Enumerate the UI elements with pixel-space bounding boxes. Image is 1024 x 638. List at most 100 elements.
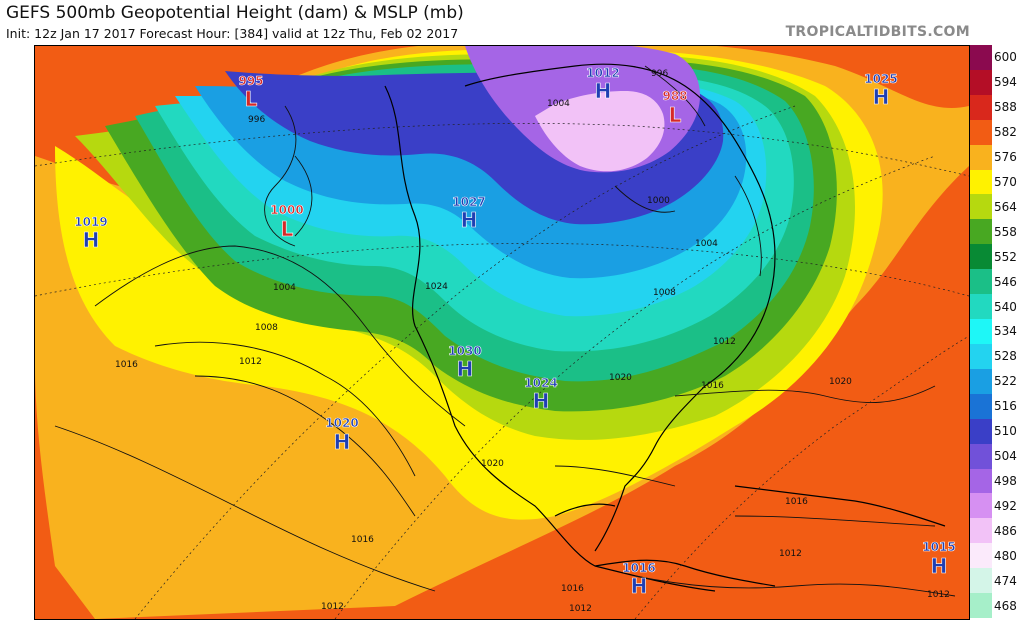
- isobar-label: 1016: [561, 584, 584, 594]
- low-center: 1000 L: [270, 203, 304, 242]
- high-letter: H: [931, 554, 948, 578]
- colorbar-swatch: [970, 343, 992, 369]
- isobar-label: 1024: [425, 282, 448, 292]
- isobar-label: 1012: [239, 357, 262, 367]
- colorbar-swatch: [970, 269, 992, 295]
- colorbar-label: 600: [994, 50, 1017, 65]
- isobar-label: 1000: [647, 196, 670, 206]
- colorbar-swatch: [970, 443, 992, 469]
- isobar-label: 1016: [351, 535, 374, 545]
- high-letter: H: [631, 574, 648, 598]
- colorbar-label: 588: [994, 100, 1017, 115]
- low-center: 988 L: [662, 89, 688, 128]
- colorbar-entry: 570: [970, 169, 1020, 195]
- isobar-label: 996: [248, 115, 265, 125]
- isobar-label: 1004: [273, 283, 296, 293]
- isobar-label: 1004: [695, 239, 718, 249]
- high-value: 1024: [524, 376, 557, 390]
- high-letter: H: [533, 389, 550, 413]
- colorbar-label: 534: [994, 324, 1017, 339]
- low-center: 995 L: [238, 74, 264, 112]
- map-svg: 995 L 988 L 1000 L 1012 H 1027 H 1025 H …: [35, 46, 969, 619]
- high-center: 1019 H: [74, 215, 108, 253]
- high-value: 1027: [452, 195, 485, 209]
- colorbar-label: 570: [994, 175, 1017, 190]
- high-center: 1024 H: [524, 376, 558, 414]
- colorbar-swatch: [970, 593, 992, 618]
- colorbar-label: 540: [994, 299, 1017, 314]
- colorbar-entry: 594: [970, 69, 1020, 95]
- high-letter: H: [334, 430, 351, 454]
- colorbar-entry: 510: [970, 418, 1020, 444]
- high-center: 1027 H: [452, 195, 486, 233]
- high-letter: H: [595, 79, 612, 103]
- colorbar-entry: 468: [970, 593, 1020, 618]
- low-letter: L: [669, 103, 682, 127]
- high-center: 1015 H: [922, 540, 956, 579]
- brand-watermark[interactable]: TROPICALTIDBITS.COM: [785, 24, 970, 40]
- colorbar-entry: 600: [970, 45, 1020, 70]
- high-center: 1020 H: [325, 416, 359, 455]
- colorbar-entry: 582: [970, 119, 1020, 145]
- chart-title: GEFS 500mb Geopotential Height (dam) & M…: [6, 3, 464, 23]
- colorbar-label: 594: [994, 75, 1017, 90]
- colorbar-label: 486: [994, 523, 1017, 538]
- colorbar-entry: 534: [970, 319, 1020, 344]
- colorbar-label: 546: [994, 274, 1017, 289]
- high-center: 1016 H: [622, 561, 656, 599]
- isobar-label: 1020: [829, 377, 852, 387]
- isobar-label: 1016: [785, 497, 808, 507]
- isobar-label: 1004: [547, 99, 570, 109]
- colorbar-entry: 474: [970, 568, 1020, 594]
- isobar-label: 996: [651, 69, 668, 79]
- isobar-label: 1012: [713, 337, 736, 347]
- colorbar-swatch: [970, 119, 992, 145]
- colorbar-label: 504: [994, 449, 1017, 464]
- colorbar-label: 576: [994, 150, 1017, 165]
- colorbar-swatch: [970, 244, 992, 270]
- height-band: [535, 91, 665, 172]
- high-value: 1012: [586, 66, 619, 80]
- height-colorbar: 600 594 588 582 576 570 564 558 552 546 540 534 528 5…: [970, 45, 1020, 618]
- low-letter: L: [245, 87, 258, 111]
- colorbar-swatch: [970, 518, 992, 544]
- colorbar-swatch: [970, 319, 992, 344]
- colorbar-label: 498: [994, 473, 1017, 488]
- colorbar-swatch: [970, 294, 992, 320]
- colorbar-label: 552: [994, 249, 1017, 264]
- colorbar-swatch: [970, 219, 992, 245]
- colorbar-entry: 588: [970, 94, 1020, 120]
- high-value: 1025: [864, 72, 897, 86]
- high-center: 1012 H: [586, 66, 620, 104]
- colorbar-swatch: [970, 468, 992, 494]
- colorbar-swatch: [970, 69, 992, 95]
- colorbar-swatch: [970, 194, 992, 220]
- isobar-label: 1012: [569, 604, 592, 614]
- low-value: 1000: [270, 203, 303, 217]
- isobar-label: 1008: [653, 288, 676, 298]
- colorbar-swatch: [970, 368, 992, 394]
- colorbar-swatch: [970, 169, 992, 195]
- colorbar-swatch: [970, 418, 992, 444]
- high-value: 1030: [448, 344, 481, 358]
- colorbar-label: 480: [994, 548, 1017, 563]
- colorbar-swatch: [970, 543, 992, 569]
- isobar-label: 1016: [701, 381, 724, 391]
- colorbar-entry: 528: [970, 343, 1020, 369]
- colorbar-swatch: [970, 493, 992, 519]
- high-value: 1016: [622, 561, 655, 575]
- colorbar-label: 492: [994, 498, 1017, 513]
- colorbar-label: 564: [994, 199, 1017, 214]
- colorbar-label: 522: [994, 374, 1017, 389]
- colorbar-entry: 498: [970, 468, 1020, 494]
- colorbar-label: 558: [994, 224, 1017, 239]
- high-value: 1019: [74, 215, 107, 229]
- isobar-label: 1020: [481, 459, 504, 469]
- isobar-label: 1012: [927, 590, 950, 600]
- colorbar-label: 510: [994, 424, 1017, 439]
- high-letter: H: [461, 208, 478, 232]
- high-center: 1025 H: [864, 72, 898, 110]
- colorbar-entry: 558: [970, 219, 1020, 245]
- colorbar-label: 516: [994, 399, 1017, 414]
- isobar-label: 1008: [255, 323, 278, 333]
